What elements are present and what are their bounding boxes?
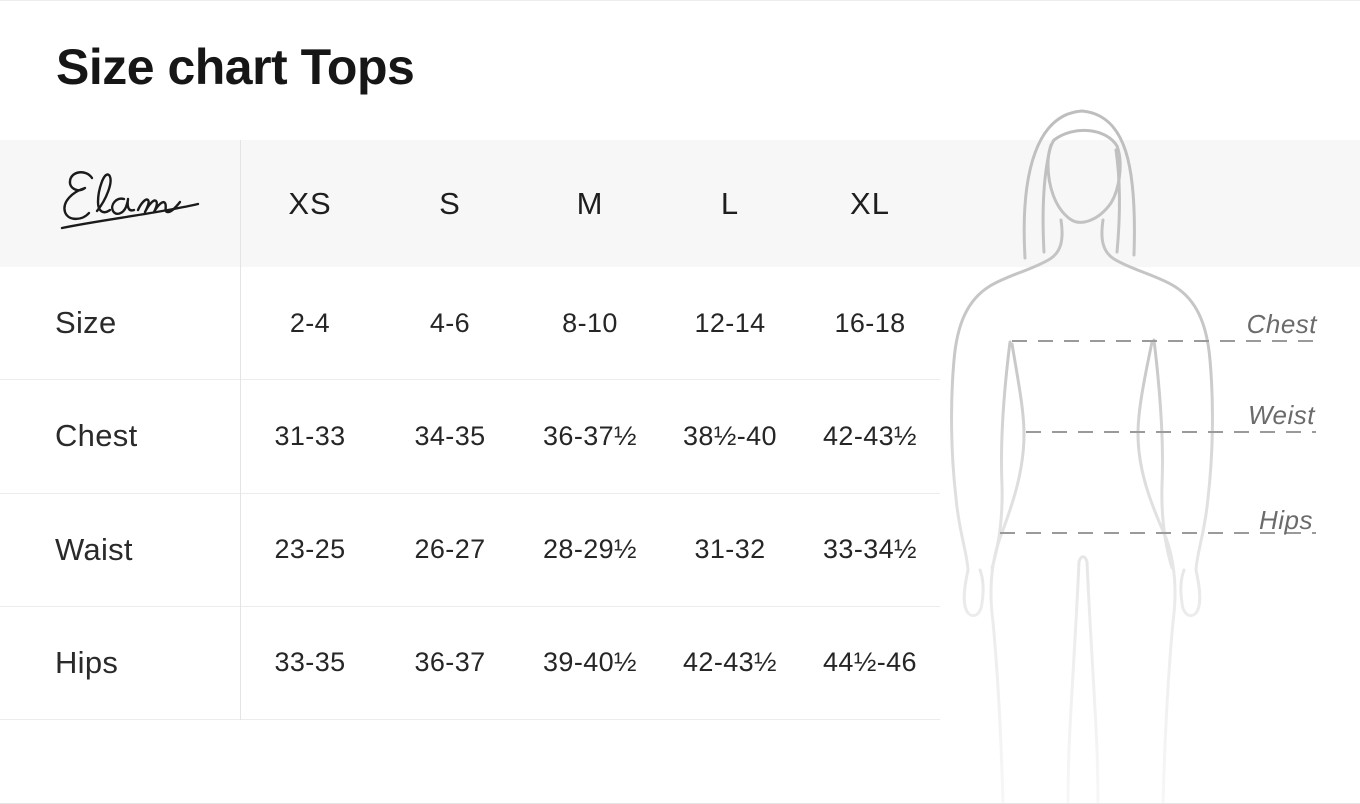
row-label-waist: Waist bbox=[55, 531, 133, 567]
row-label-chest: Chest bbox=[55, 418, 138, 454]
body-measurement-figure bbox=[940, 100, 1360, 804]
chest-value-s: 34-35 bbox=[414, 420, 486, 451]
woman-silhouette-illustration bbox=[950, 109, 1316, 804]
table-header-row: XS S M L XL bbox=[0, 140, 940, 267]
row-label-size: Size bbox=[55, 305, 117, 341]
table-row-waist: Waist 23-25 26-27 28-29½ 31-32 33-34½ bbox=[0, 493, 940, 607]
brand-signature-logo bbox=[60, 170, 200, 229]
page-title: Size chart Tops bbox=[56, 39, 415, 95]
chest-value-xl: 42-43½ bbox=[823, 420, 917, 451]
size-header-l: L bbox=[720, 185, 740, 221]
size-header-xs: XS bbox=[288, 185, 332, 221]
table-vertical-divider bbox=[240, 140, 241, 720]
waist-value-l: 31-32 bbox=[694, 534, 766, 565]
chest-value-l: 38½-40 bbox=[683, 420, 777, 451]
waist-value-m: 28-29½ bbox=[543, 534, 637, 565]
size-header-s: S bbox=[439, 185, 461, 221]
hips-value-xl: 44½-46 bbox=[823, 647, 917, 678]
waist-value-xl: 33-34½ bbox=[823, 534, 917, 565]
hips-value-xs: 33-35 bbox=[274, 647, 346, 678]
size-value-m: 8-10 bbox=[562, 307, 618, 338]
brand-cell bbox=[0, 170, 240, 238]
waist-measure-label: Weist bbox=[1247, 400, 1315, 430]
size-header-m: M bbox=[576, 185, 604, 221]
size-value-s: 4-6 bbox=[429, 307, 471, 338]
chest-value-xs: 31-33 bbox=[274, 420, 346, 451]
table-row-chest: Chest 31-33 34-35 36-37½ 38½-40 42-43½ bbox=[0, 380, 940, 494]
size-value-xl: 16-18 bbox=[834, 307, 906, 338]
table-row-size: Size 2-4 4-6 8-10 12-14 16-18 bbox=[0, 267, 940, 381]
size-value-xs: 2-4 bbox=[289, 307, 331, 338]
waist-value-s: 26-27 bbox=[414, 534, 486, 565]
size-header-xl: XL bbox=[850, 185, 890, 221]
waist-value-xs: 23-25 bbox=[274, 534, 346, 565]
hips-measure-label: Hips bbox=[1258, 505, 1313, 535]
hips-value-s: 36-37 bbox=[414, 647, 486, 678]
hips-value-l: 42-43½ bbox=[683, 647, 777, 678]
chest-measure-label: Chest bbox=[1246, 309, 1317, 339]
size-table: XS S M L XL Size 2-4 4-6 8-10 12-14 16-1… bbox=[0, 140, 940, 720]
table-row-hips: Hips 33-35 36-37 39-40½ 42-43½ 44½-46 bbox=[0, 606, 940, 720]
page-border-top bbox=[0, 0, 1360, 1]
size-value-l: 12-14 bbox=[694, 307, 766, 338]
row-label-hips: Hips bbox=[55, 644, 119, 680]
hips-value-m: 39-40½ bbox=[543, 647, 637, 678]
chest-value-m: 36-37½ bbox=[543, 420, 637, 451]
